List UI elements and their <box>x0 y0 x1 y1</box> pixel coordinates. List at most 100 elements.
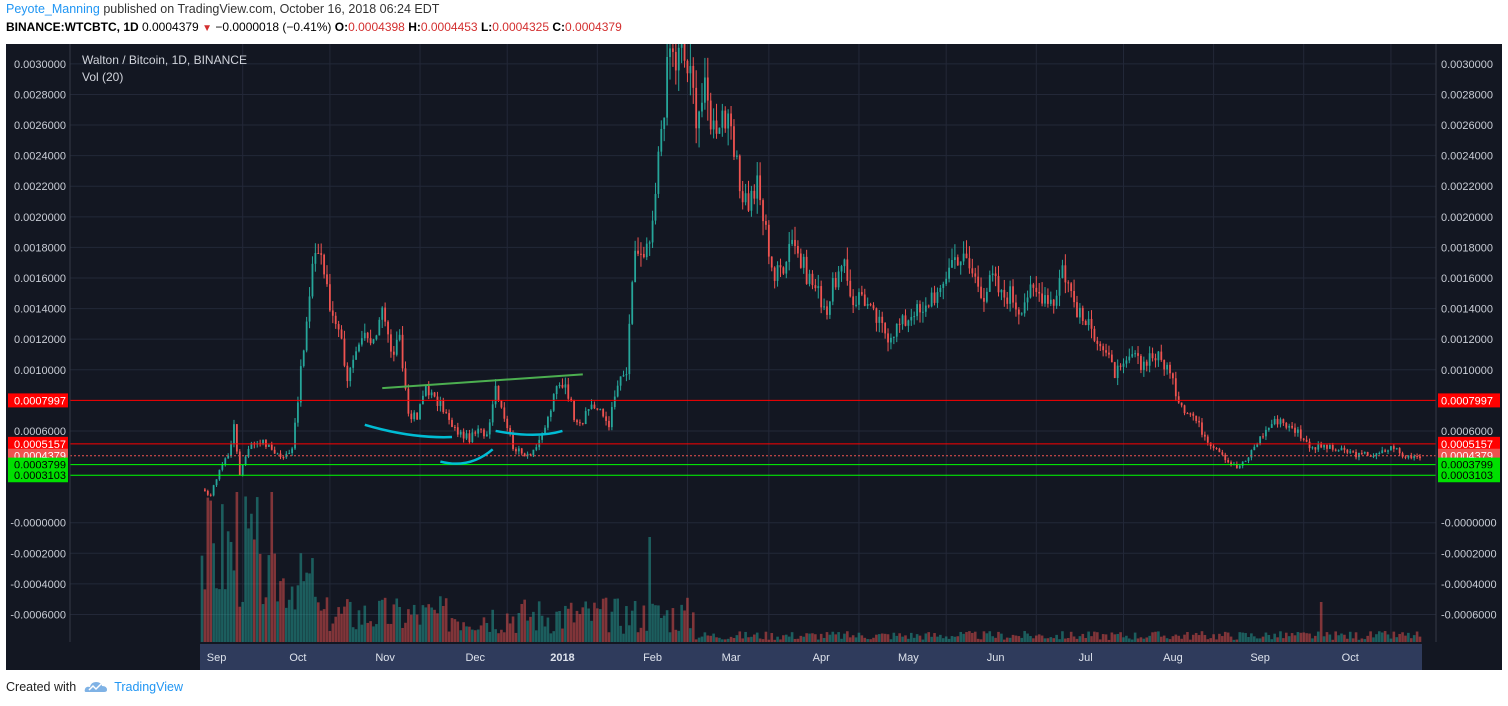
y-tick-label-right: -0.0006000 <box>1441 609 1497 621</box>
close-value: 0.0004379 <box>565 20 622 34</box>
volume-bar <box>1212 634 1215 642</box>
volume-bar <box>1360 638 1364 642</box>
candle-body <box>209 494 212 496</box>
volume-bar <box>253 539 256 642</box>
volume-bar <box>1334 631 1337 642</box>
trendline[interactable] <box>382 373 583 390</box>
volume-bar <box>848 637 852 642</box>
candle-body <box>642 253 645 258</box>
volume-bar <box>552 631 556 642</box>
volume-bar <box>1372 637 1375 642</box>
volume-bar <box>511 616 515 642</box>
low-label: L: <box>480 20 493 34</box>
volume-bar <box>671 608 675 642</box>
volume-bar <box>825 632 829 642</box>
volume-bar <box>604 597 608 642</box>
volume-bar <box>1273 633 1276 642</box>
x-tick-label: Mar <box>722 652 741 664</box>
candle-body <box>579 422 581 424</box>
candle-body <box>372 339 375 344</box>
candle-body <box>1131 354 1134 357</box>
candle-body <box>1291 425 1293 428</box>
volume-bar <box>1011 634 1015 642</box>
candle-body <box>613 396 616 408</box>
volume-bar <box>1078 636 1082 642</box>
publish-info: Peyote_Manning published on TradingView.… <box>6 2 439 16</box>
drawn-curve[interactable] <box>495 429 563 436</box>
candle-body <box>305 321 308 351</box>
volume-bar <box>1287 636 1291 642</box>
candle-body <box>587 409 590 412</box>
volume-bar <box>517 612 521 642</box>
candle-body <box>1154 358 1157 361</box>
candle-body <box>843 259 846 267</box>
price-chart[interactable]: 0.0030000 0.0030000 0.0028000 0.0028000 0.00… <box>6 44 1502 670</box>
volume-bar <box>497 633 500 642</box>
candle-body <box>779 265 782 268</box>
volume-bar <box>1401 632 1404 642</box>
y-tick-label-right: 0.0022000 <box>1441 181 1493 193</box>
volume-bar <box>622 633 625 642</box>
candle-body <box>1081 307 1084 321</box>
volume-bar <box>860 635 864 642</box>
volume-bar <box>799 635 803 642</box>
candle-body <box>890 337 892 343</box>
volume-bar <box>363 605 367 642</box>
candle-body <box>1015 302 1017 310</box>
candle-body <box>1398 448 1401 454</box>
candle-body <box>1273 418 1276 425</box>
candle-body <box>860 292 863 295</box>
volume-bar <box>340 613 343 642</box>
candle-body <box>939 287 942 293</box>
chart-panel[interactable]: 0.0030000 0.0030000 0.0028000 0.0028000 0.00… <box>6 44 1502 670</box>
volume-bar <box>979 639 983 642</box>
candle-body <box>645 243 648 258</box>
volume-bar <box>735 635 739 642</box>
candle-body <box>887 333 889 343</box>
candle-body <box>398 334 401 340</box>
drawn-curve[interactable] <box>364 423 453 439</box>
volume-bar <box>729 636 733 642</box>
volume-bar <box>1177 635 1181 642</box>
candle-body <box>706 77 709 101</box>
volume-bar <box>892 632 896 642</box>
volume-bar <box>1110 632 1114 642</box>
volume-bar <box>1151 632 1154 642</box>
volume-bar <box>770 633 774 642</box>
volume-bar <box>293 609 297 642</box>
candle-body <box>424 386 427 396</box>
candle-body <box>983 297 985 302</box>
candle-body <box>1041 293 1043 304</box>
candle-body <box>387 321 389 335</box>
candle-body <box>1259 436 1262 445</box>
candle-body <box>541 433 544 440</box>
volume-bar <box>1232 639 1236 642</box>
tradingview-link[interactable]: TradingView <box>114 680 183 694</box>
volume-bar <box>753 634 756 642</box>
volume-bar <box>584 601 588 642</box>
author-link[interactable]: Peyote_Manning <box>6 2 100 16</box>
volume-bar <box>471 629 474 642</box>
volume-bar <box>314 596 317 642</box>
candle-body <box>471 432 474 443</box>
drawn-curve[interactable] <box>440 448 494 465</box>
volume-bar <box>726 638 730 642</box>
candle-body <box>765 221 767 225</box>
candle-body <box>1169 364 1171 374</box>
volume-bar <box>1139 637 1143 642</box>
candle-body <box>750 190 753 211</box>
candle-body <box>1125 360 1128 364</box>
candle-body <box>1369 455 1372 457</box>
volume-bar <box>523 599 526 642</box>
candle-body <box>555 386 558 395</box>
volume-bar <box>991 636 994 642</box>
volume-bar <box>1032 638 1035 642</box>
volume-bar <box>1378 631 1381 642</box>
candle-body <box>381 307 384 320</box>
y-tick-label-right: 0.0018000 <box>1441 242 1493 254</box>
candle-body <box>485 434 488 437</box>
candle-body <box>1206 436 1209 443</box>
candle-body <box>1317 444 1320 450</box>
time-axis-band[interactable] <box>200 644 1422 670</box>
volume-bar <box>633 600 637 642</box>
